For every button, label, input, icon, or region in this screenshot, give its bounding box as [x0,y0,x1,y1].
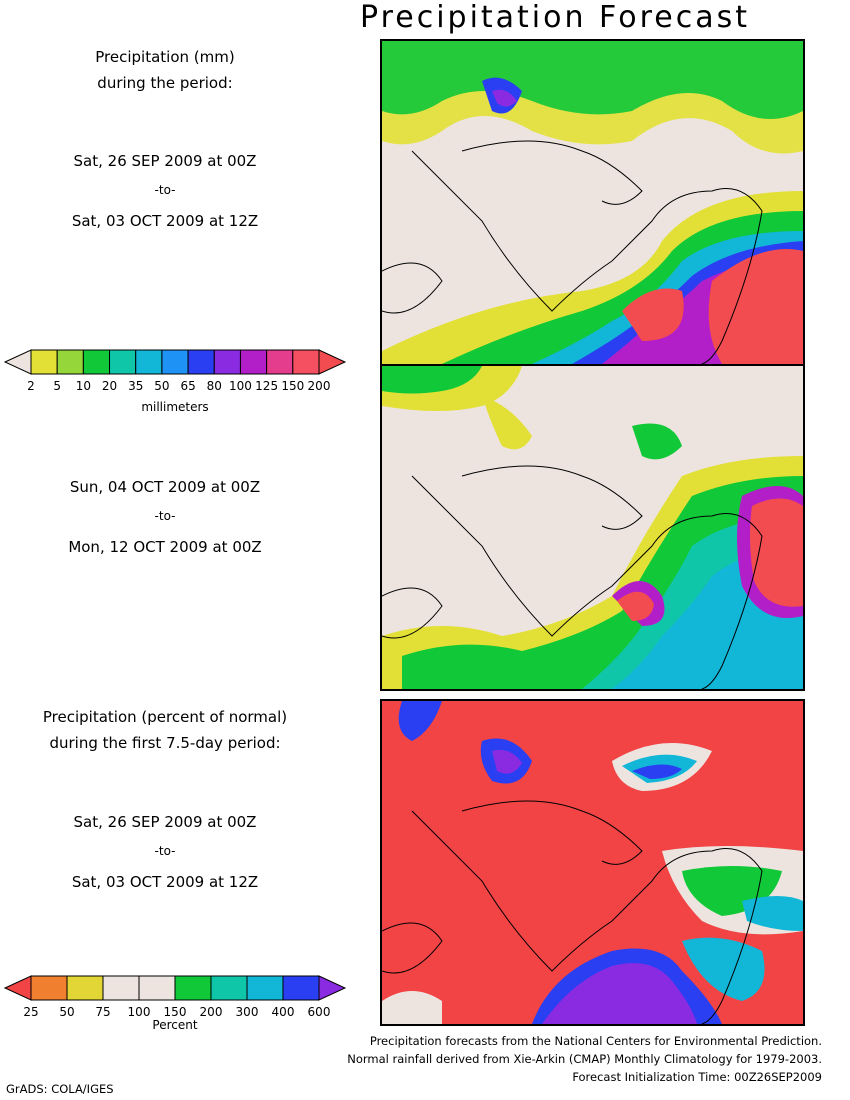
page-title: Precipitation Forecast [360,0,750,35]
colorbar-swatch [213,349,241,375]
colorbar-tick-label: 200 [200,1005,223,1017]
footer-climatology-line: Normal rainfall derived from Xie-Arkin (… [347,1052,822,1066]
grads-credit: GrADS: COLA/IGES [6,1082,114,1096]
colorbar-left-triangle [3,349,32,375]
panel2-start-date: Sun, 04 OCT 2009 at 00Z [69,478,261,496]
colorbar-swatch [109,349,137,375]
colorbar-swatch [187,349,215,375]
panel3-heading-1: Precipitation (percent of normal) [42,708,288,726]
colorbar-tick-label: 150 [164,1005,187,1017]
colorbar-swatch [66,975,104,1001]
colorbar-tick-label: 50 [154,379,169,393]
colorbar-swatch [161,349,189,375]
panel2-end-date: Mon, 12 OCT 2009 at 00Z [68,538,262,556]
colorbar-right-triangle [318,349,347,375]
colorbar-tick-label: 75 [95,1005,110,1017]
map-panel-mm-period-1 [380,39,805,366]
panel1-heading-2: during the period: [97,74,233,92]
colorbar-swatch [138,975,176,1001]
colorbar-tick-label: 65 [180,379,195,393]
mm-colorbar-unit: millimeters [141,400,209,414]
footer-source-line: Precipitation forecasts from the Nationa… [369,1034,822,1048]
mm-colorbar: 2 5 10 20 35 50 65 80 100 125 150 200 [3,349,347,393]
panel3-start-date: Sat, 26 SEP 2009 at 00Z [73,813,257,831]
colorbar-tick-label: 50 [59,1005,74,1017]
panel2-to: -to- [154,509,176,523]
colorbar-swatch [239,349,268,375]
colorbar-tick-label: 600 [308,1005,331,1017]
colorbar-tick-label: 80 [207,379,222,393]
colorbar-swatch [292,349,320,375]
colorbar-tick-label: 10 [76,379,91,393]
colorbar-swatch [282,975,320,1001]
colorbar-swatch [56,349,84,375]
colorbar-tick-label: 35 [128,379,143,393]
footer-init-time: Forecast Initialization Time: 00Z26SEP20… [572,1070,822,1084]
panel1-to: -to- [154,183,176,197]
colorbar-right-triangle [318,975,347,1001]
colorbar-tick-label: 25 [23,1005,38,1017]
panel3-to: -to- [154,844,176,858]
colorbar-tick-label: 100 [229,379,252,393]
map-panel-percent-normal [380,699,805,1026]
panel1-heading-1: Precipitation (mm) [95,48,235,66]
colorbar-swatch [135,349,163,375]
colorbar-swatch [210,975,248,1001]
panel1-start-date: Sat, 26 SEP 2009 at 00Z [73,152,257,170]
panel1-end-date: Sat, 03 OCT 2009 at 12Z [71,212,259,230]
colorbar-left-triangle [3,975,32,1001]
colorbar-tick-label: 20 [102,379,117,393]
colorbar-tick-label: 300 [236,1005,259,1017]
panel3-end-date: Sat, 03 OCT 2009 at 12Z [71,873,259,891]
colorbar-swatch [102,975,140,1001]
colorbar-swatch [174,975,212,1001]
colorbar-swatch [30,349,58,375]
colorbar-tick-label: 2 [27,379,35,393]
colorbar-swatch [266,349,294,375]
colorbar-tick-label: 125 [255,379,278,393]
colorbar-tick-label: 400 [272,1005,295,1017]
colorbar-tick-label: 200 [308,379,331,393]
colorbar-tick-label: 5 [53,379,61,393]
percent-colorbar-unit: Percent [152,1018,198,1032]
colorbar-swatch [82,349,111,375]
map-panel-mm-period-2 [380,364,805,691]
panel3-heading-2: during the first 7.5-day period: [49,734,281,752]
colorbar-swatch [30,975,68,1001]
colorbar-swatch [246,975,284,1001]
colorbar-tick-label: 100 [128,1005,151,1017]
colorbar-tick-label: 150 [281,379,304,393]
percent-colorbar: 25 50 75 100 150 200 300 400 600 [3,975,347,1017]
